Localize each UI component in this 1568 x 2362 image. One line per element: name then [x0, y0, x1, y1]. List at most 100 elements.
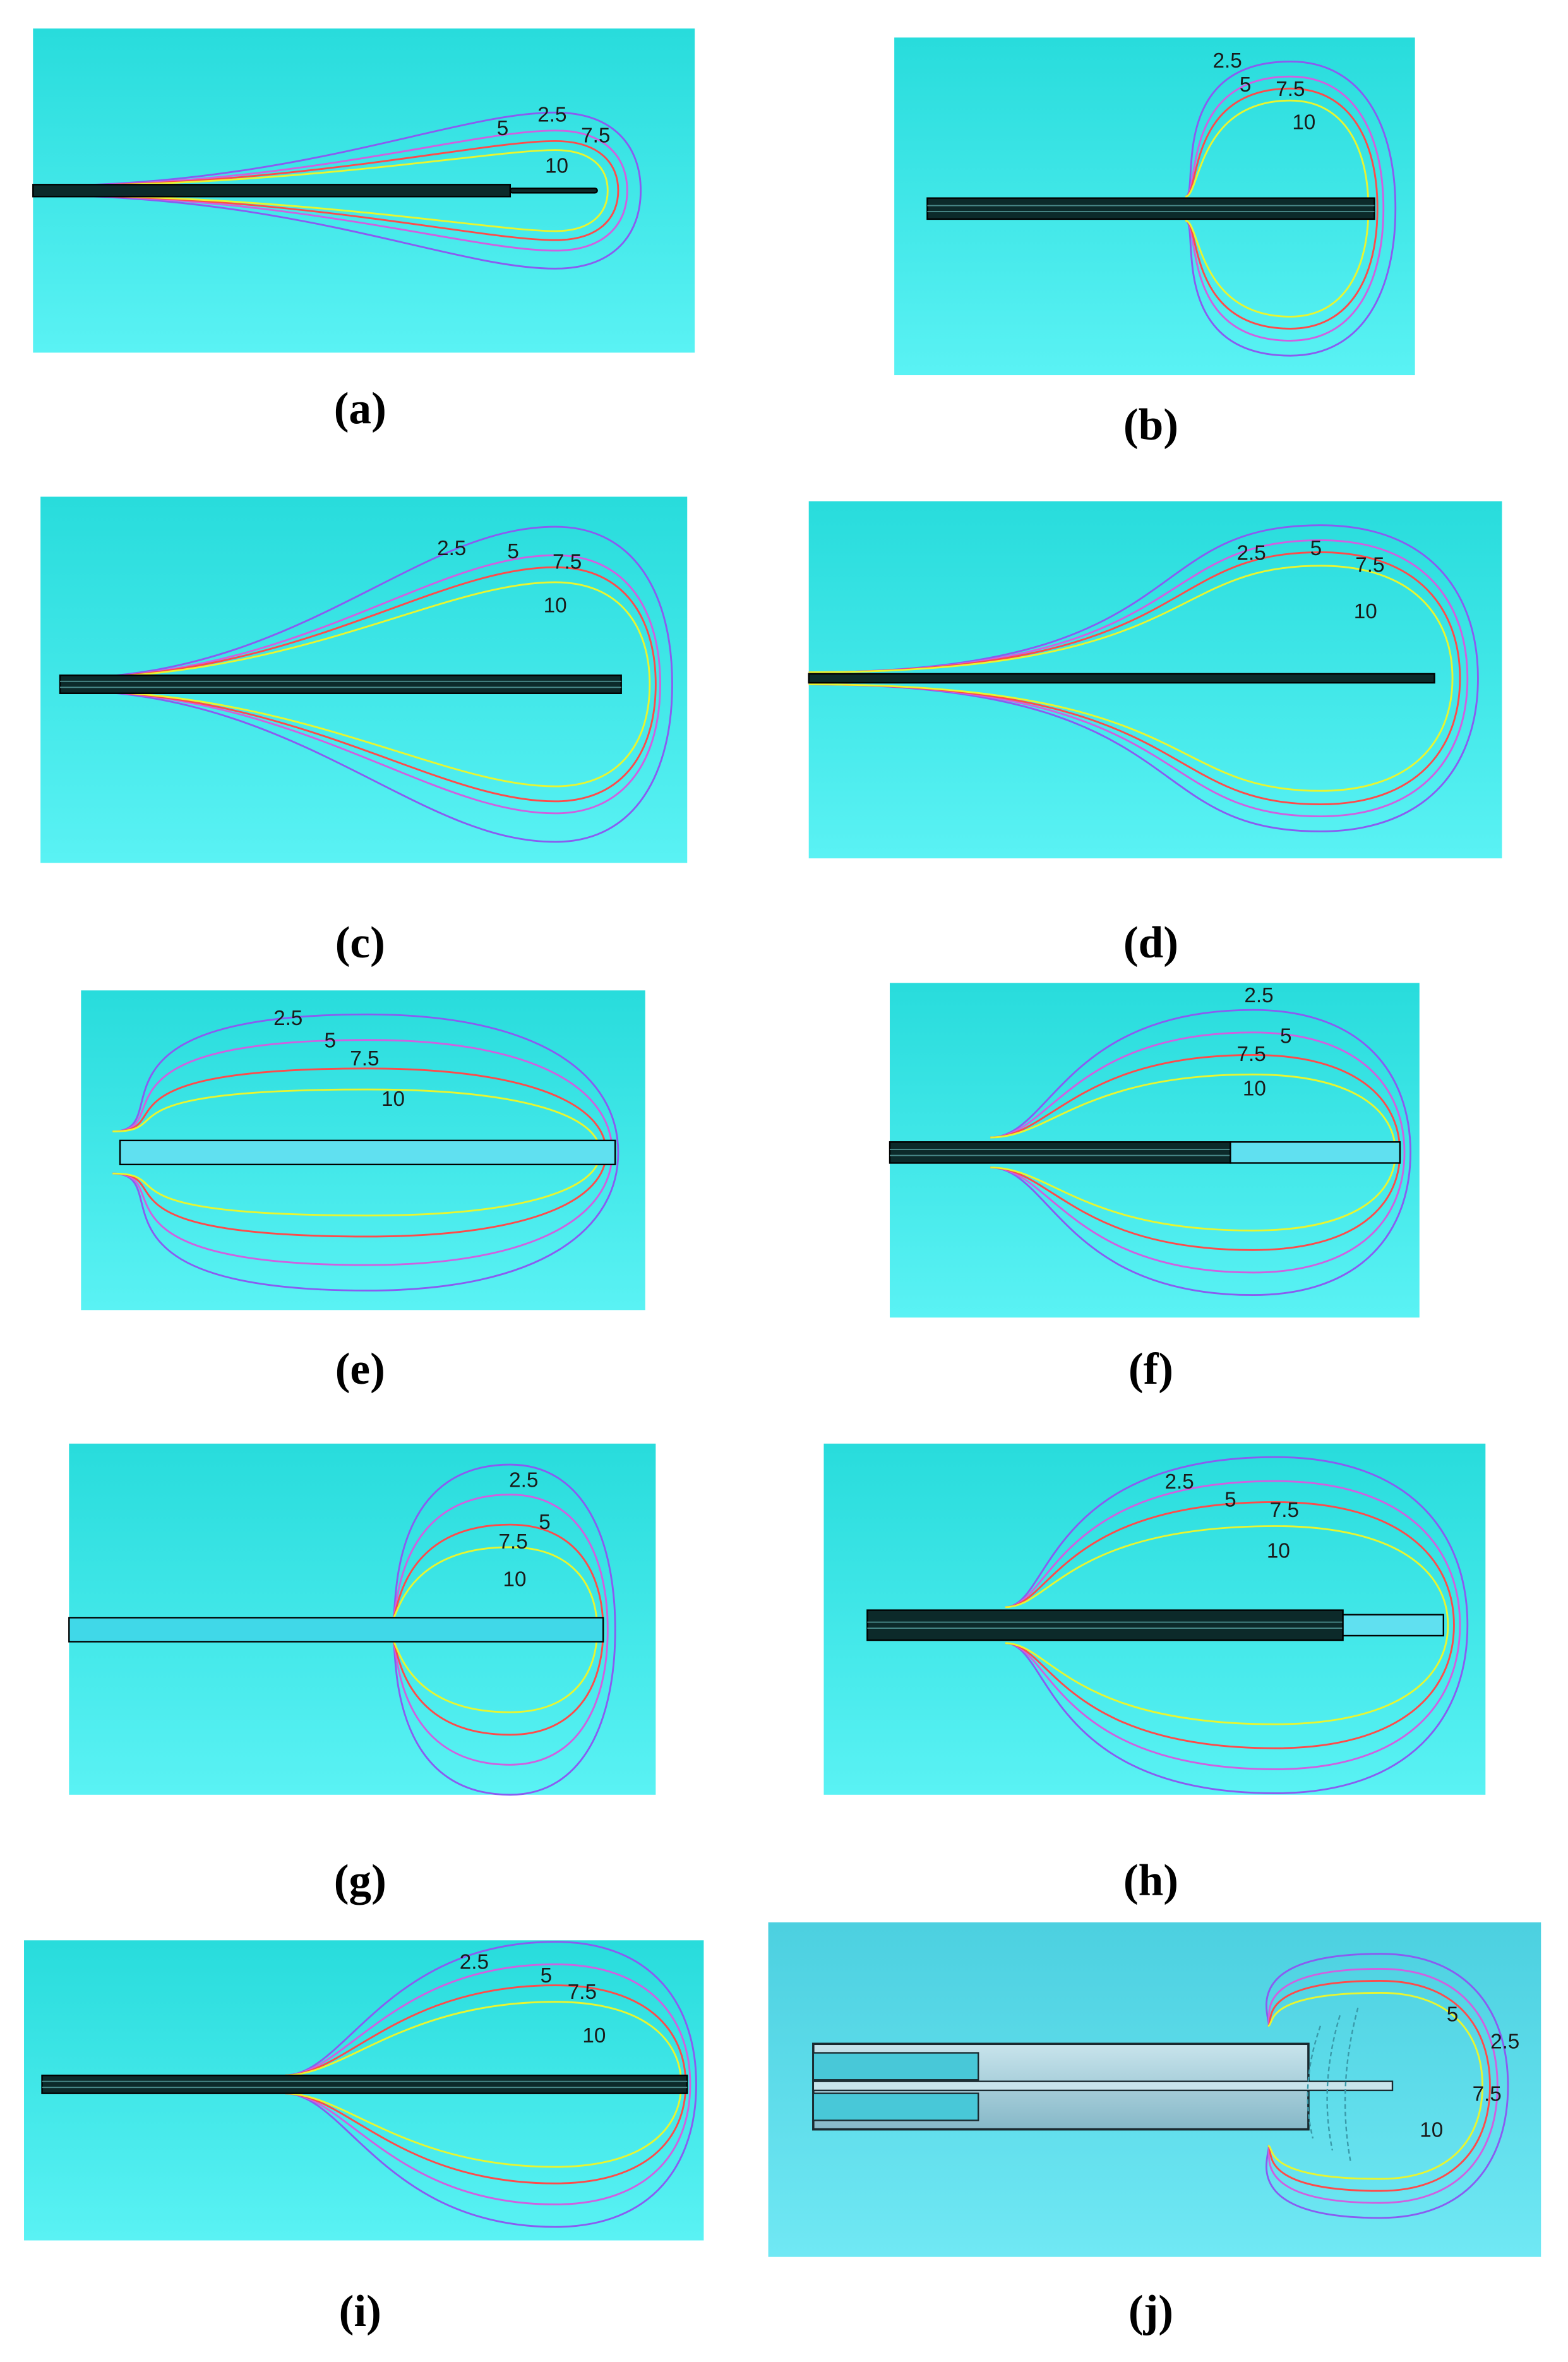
applicator [32, 184, 512, 198]
contour-label: 7.5 [581, 124, 610, 148]
applicator [41, 2074, 688, 2094]
panel-caption: (e) [335, 1344, 385, 1394]
panel-b: 2.55 7.5 10 (b) [894, 37, 1415, 450]
panel-caption: (g) [334, 1855, 386, 1905]
contour-2-5 [1265, 1953, 1509, 2219]
applicator-lumen [812, 2092, 979, 2121]
contour-7-5 [1185, 87, 1379, 330]
antenna-coil [1344, 2007, 1359, 2161]
panel-caption: (c) [335, 918, 385, 968]
contour-label: 10 [1292, 111, 1315, 134]
contour-10 [808, 565, 1454, 792]
panel-i: 2.5 5 7.5 10 (i) [24, 1940, 704, 2336]
contour-label: 2.5 [273, 1007, 302, 1030]
contour-label: 2.5 [437, 537, 466, 560]
contour-label: 2.5 [1164, 1470, 1194, 1494]
panel-caption: (d) [1123, 918, 1178, 968]
contour-5 [1185, 75, 1385, 342]
contour-label: 5 [507, 540, 519, 563]
applicator [808, 673, 1435, 684]
contour-2-5 [33, 111, 642, 270]
contour-label: 5 [1240, 73, 1252, 97]
contour-label: 10 [582, 2024, 606, 2047]
panel-caption: (i) [339, 2286, 381, 2336]
contour-label: 5 [1280, 1024, 1292, 1048]
contour-label: 7.5 [350, 1047, 379, 1070]
applicator [68, 1617, 604, 1643]
contour-label: 5 [541, 1964, 553, 1987]
contour-label: 7.5 [553, 551, 582, 574]
panel-caption: (j) [1128, 2286, 1173, 2336]
contour-5 [392, 1494, 609, 1766]
contour-label: 7.5 [1276, 78, 1305, 101]
contour-5 [1005, 1480, 1461, 1770]
applicator-needle [812, 2080, 1394, 2092]
contour-label: 2.5 [509, 1469, 538, 1492]
contour-label: 2.5 [1213, 49, 1242, 73]
contour-label: 5 [539, 1511, 551, 1534]
contour-2-5 [112, 1013, 619, 1292]
contour-2-5 [285, 1941, 697, 2228]
contour-label: 7.5 [1355, 553, 1384, 577]
contour-2-5 [1185, 61, 1397, 357]
contour-10 [1267, 1992, 1483, 2180]
antenna-coil [1307, 2025, 1322, 2139]
contour-label: 10 [1354, 600, 1377, 623]
panel-e: 2.5 5 7.510 (e) [81, 990, 645, 1394]
panel-caption: (b) [1123, 400, 1178, 450]
contour-label: 10 [381, 1088, 405, 1111]
contour-7-5 [1005, 1501, 1455, 1749]
contour-label: 2.5 [1244, 984, 1273, 1007]
applicator [59, 674, 622, 694]
applicator [1230, 1141, 1401, 1164]
panel-d: 2.5 5 7.5 10 (d) [808, 501, 1502, 968]
applicator [926, 197, 1375, 220]
panel-caption: (f) [1128, 1344, 1173, 1394]
panel-h: 2.5 5 7.5 10 (h) [823, 1443, 1486, 1905]
contour-10 [33, 149, 609, 232]
contour-5 [285, 1963, 691, 2205]
contour-5 [808, 539, 1469, 818]
panel-caption: (h) [1123, 1855, 1178, 1905]
contour-label: 10 [545, 154, 568, 177]
contour-label: 5 [324, 1029, 336, 1053]
applicator [866, 1609, 1344, 1641]
contour-5 [1267, 1968, 1499, 2204]
contour-10 [1005, 1525, 1449, 1725]
contour-7-5 [1267, 1980, 1491, 2192]
panel-caption: (a) [334, 383, 386, 433]
contour-label: 5 [1310, 537, 1322, 560]
panel-j: 2.5 5 7.5 10 (j) [768, 1922, 1541, 2336]
contour-2-5 [392, 1463, 616, 1796]
contour-2-5 [808, 524, 1479, 832]
contour-label: 7.5 [499, 1530, 528, 1554]
panel-c: 2.5 5 7.5 10 (c) [40, 496, 688, 968]
contour-label: 10 [503, 1568, 527, 1592]
panel-a: 2.5 5 7.5 10 (a) [32, 28, 695, 433]
contour-label: 2.5 [537, 103, 566, 126]
contour-label: 10 [1243, 1077, 1266, 1101]
contour-5 [33, 129, 628, 252]
contour-5 [990, 1031, 1406, 1274]
contour-label: 7.5 [1473, 2083, 1502, 2106]
contour-label: 2.5 [1490, 2030, 1519, 2053]
contour-7-5 [33, 140, 619, 241]
contour-label: 5 [497, 117, 509, 140]
contour-label: 7.5 [1270, 1499, 1299, 1522]
applicator-lumen [812, 2052, 979, 2081]
contour-label: 10 [1267, 1539, 1290, 1562]
applicator [509, 188, 598, 194]
contour-2-5 [1005, 1456, 1469, 1794]
contour-label: 5 [1224, 1489, 1236, 1512]
contour-label: 2.5 [460, 1950, 489, 1974]
contour-5 [60, 554, 661, 815]
contour-label: 7.5 [1237, 1043, 1266, 1066]
panel-f: 2.5 5 7.5 10 (f) [889, 983, 1420, 1394]
contour-2-5 [60, 525, 673, 843]
contour-label: 10 [544, 594, 567, 617]
contour-10 [60, 581, 651, 788]
contour-label: 2.5 [1237, 541, 1266, 565]
contour-7-5 [808, 551, 1461, 806]
contour-2-5 [990, 1009, 1411, 1297]
